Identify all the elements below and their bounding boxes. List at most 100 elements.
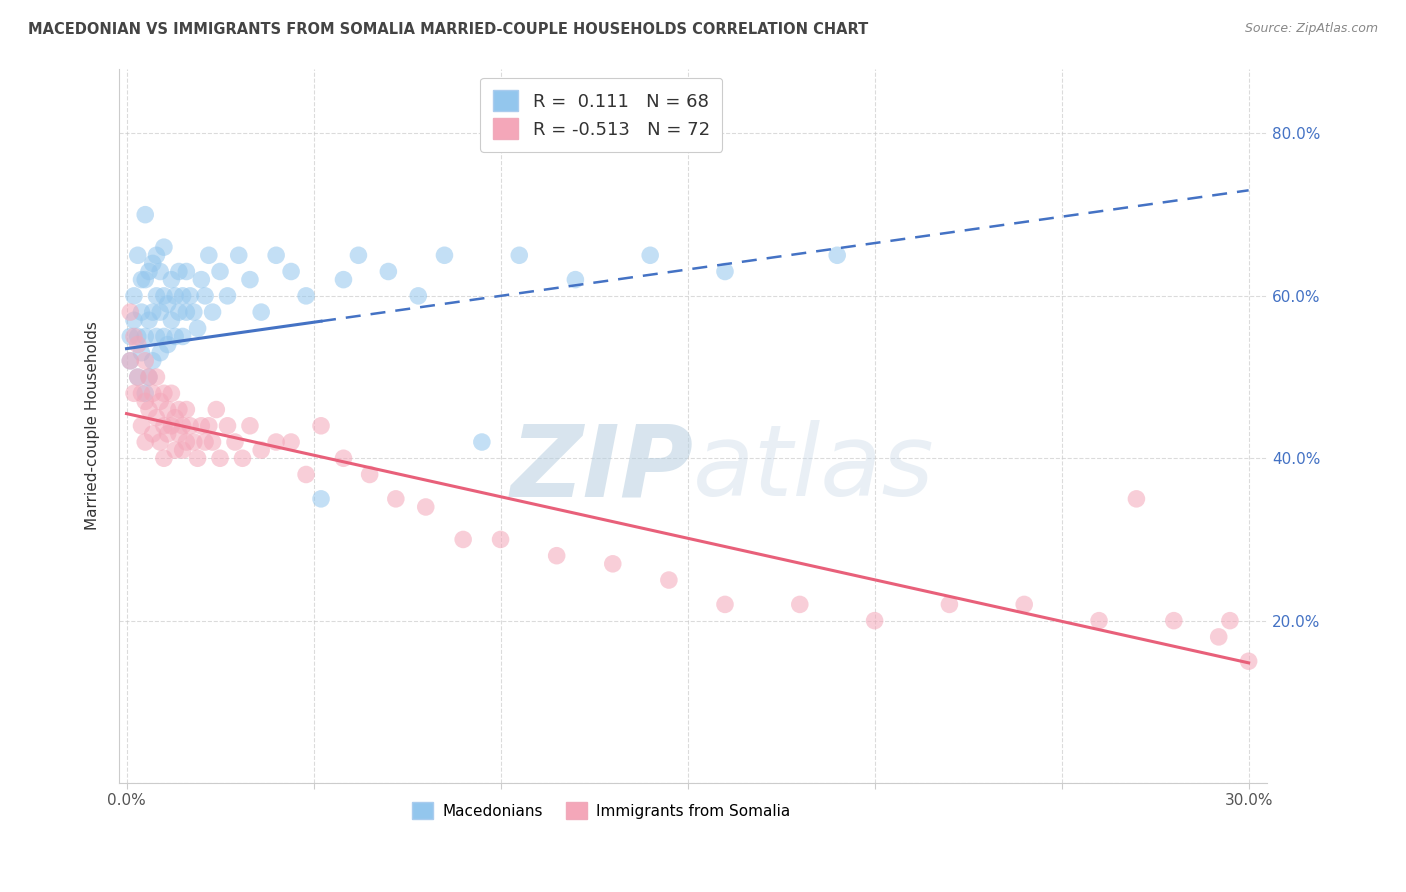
Point [160,418,183,433]
Point [156,297,179,311]
Point [122,313,145,327]
Point [224,435,246,450]
Point [938,598,960,612]
Point [142,305,165,319]
Point [172,418,194,433]
Point [359,467,381,482]
Point [131,345,153,359]
Point [309,418,332,433]
Point [138,264,160,278]
Point [156,337,179,351]
Point [160,313,183,327]
Point [127,329,149,343]
Point [714,598,737,612]
Point [377,264,399,278]
Text: atlas: atlas [693,420,935,517]
Point [433,248,456,262]
Point [250,443,273,458]
Point [145,329,167,343]
Point [228,248,250,262]
Point [153,329,176,343]
Point [172,329,194,343]
Text: MACEDONIAN VS IMMIGRANTS FROM SOMALIA MARRIED-COUPLE HOUSEHOLDS CORRELATION CHAR: MACEDONIAN VS IMMIGRANTS FROM SOMALIA MA… [28,22,869,37]
Point [231,451,253,466]
Point [789,598,811,612]
Point [176,435,198,450]
Point [167,305,190,319]
Point [149,305,172,319]
Point [179,418,201,433]
Point [167,264,190,278]
Point [1088,614,1111,628]
Point [149,345,172,359]
Point [165,329,187,343]
Point [120,329,142,343]
Point [176,264,198,278]
Point [187,321,209,335]
Point [153,289,176,303]
Point [714,264,737,278]
Point [658,573,681,587]
Point [332,451,354,466]
Point [198,248,221,262]
Point [138,313,160,327]
Point [138,402,160,417]
Point [205,402,228,417]
Point [179,289,201,303]
Point [295,467,318,482]
Point [153,451,176,466]
Point [160,386,183,401]
Point [134,272,156,286]
Point [145,410,167,425]
Point [187,451,209,466]
Point [122,386,145,401]
Point [239,272,262,286]
Point [602,557,624,571]
Point [131,418,153,433]
Point [165,443,187,458]
Point [183,435,205,450]
Point [280,435,302,450]
Point [194,289,217,303]
Point [172,443,194,458]
Point [165,410,187,425]
Point [508,248,530,262]
Point [167,402,190,417]
Point [1163,614,1185,628]
Point [134,435,156,450]
Point [332,272,354,286]
Point [201,305,224,319]
Point [415,500,437,514]
Point [160,272,183,286]
Point [280,264,302,278]
Point [131,272,153,286]
Point [217,418,239,433]
Point [198,418,221,433]
Point [176,402,198,417]
Point [1219,614,1241,628]
Point [190,418,212,433]
Point [167,426,190,441]
Point [347,248,370,262]
Point [1237,654,1260,668]
Point [127,337,149,351]
Point [172,289,194,303]
Point [134,386,156,401]
Point [217,289,239,303]
Point [149,264,172,278]
Point [138,370,160,384]
Point [201,435,224,450]
Point [149,394,172,409]
Point [153,418,176,433]
Point [451,533,474,547]
Legend: Macedonians, Immigrants from Somalia: Macedonians, Immigrants from Somalia [406,796,797,825]
Point [138,370,160,384]
Point [209,451,232,466]
Point [471,435,494,450]
Point [1012,598,1035,612]
Point [564,272,586,286]
Point [156,402,179,417]
Point [406,289,429,303]
Point [120,354,142,368]
Point [489,533,512,547]
